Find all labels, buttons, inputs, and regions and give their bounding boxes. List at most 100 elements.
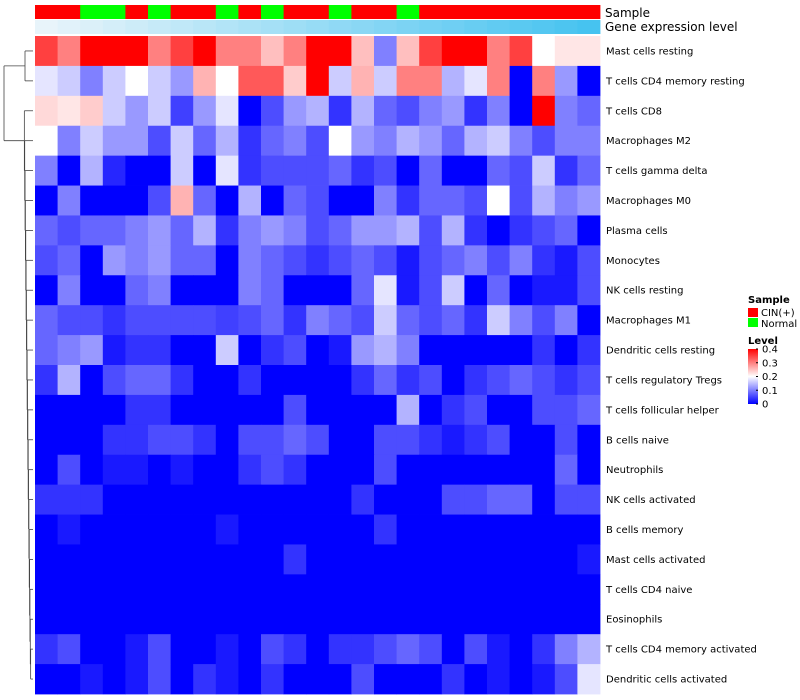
expression-annotation-cell-21 <box>509 20 533 34</box>
heatmap-cell-r17-c16 <box>396 544 420 575</box>
heatmap-cell-r20-c8 <box>215 634 239 665</box>
heatmap-cell-r3-c1 <box>57 125 81 157</box>
heatmap-cell-r7-c16 <box>396 245 420 276</box>
legend-level-title: Level <box>748 336 778 347</box>
heatmap-cell-r16-c10 <box>261 514 284 545</box>
heatmap-cell-r12-c24 <box>577 394 601 426</box>
row-label: NK cells activated <box>606 495 696 506</box>
heatmap-cell-r6-c15 <box>374 215 397 246</box>
heatmap-cell-r6-c20 <box>487 215 510 246</box>
heatmap-cell-r16-c13 <box>328 514 352 545</box>
heatmap-cell-r11-c18 <box>441 365 465 396</box>
heatmap-cell-r14-c4 <box>125 454 149 486</box>
heatmap-cell-r20-c18 <box>441 634 465 665</box>
heatmap-cell-r12-c18 <box>441 394 465 426</box>
expression-annotation-cell-23 <box>554 20 578 34</box>
heatmap-cell-r1-c20 <box>487 65 510 97</box>
legend-swatch-normal <box>748 318 758 327</box>
heatmap-cell-r19-c12 <box>306 604 330 635</box>
heatmap-cell-r5-c21 <box>509 185 533 216</box>
heatmap-cell-r14-c14 <box>351 454 375 486</box>
expression-annotation-cell-12 <box>306 20 330 34</box>
heatmap-cell-r5-c8 <box>215 185 239 216</box>
heatmap-cell-r13-c14 <box>351 424 375 456</box>
sample-annotation-cell-7 <box>193 5 217 19</box>
heatmap-cell-r9-c17 <box>419 305 443 336</box>
expression-annotation-cell-4 <box>125 20 149 34</box>
heatmap-cell-r10-c22 <box>532 335 556 366</box>
row-label: Macrophages M0 <box>606 196 691 207</box>
legend-tick-label: 0.3 <box>762 358 778 369</box>
sample-annotation-cell-17 <box>419 5 443 19</box>
heatmap-cell-r6-c8 <box>215 215 239 246</box>
heatmap-cell-r18-c20 <box>487 574 510 605</box>
heatmap-cell-r4-c15 <box>374 155 397 186</box>
heatmap-cell-r18-c19 <box>464 574 488 605</box>
heatmap-cell-r3-c18 <box>441 125 465 157</box>
heatmap-cell-r19-c16 <box>396 604 420 635</box>
expression-annotation-cell-5 <box>148 20 171 34</box>
heatmap-cell-r19-c9 <box>238 604 262 635</box>
heatmap-cell-r12-c23 <box>554 394 578 426</box>
heatmap-cell-r8-c19 <box>464 275 488 306</box>
sample-annotation-cell-21 <box>509 5 533 19</box>
heatmap-cell-r10-c13 <box>328 335 352 366</box>
row-label: T cells CD4 naive <box>605 585 692 596</box>
heatmap-cell-r7-c1 <box>57 245 81 276</box>
row-label: Mast cells resting <box>606 46 693 57</box>
heatmap-cell-r4-c3 <box>102 155 126 186</box>
heatmap-cell-r9-c1 <box>57 305 81 336</box>
heatmap-cell-r19-c7 <box>193 604 217 635</box>
heatmap-cell-r21-c10 <box>261 664 284 695</box>
heatmap-cell-r14-c5 <box>148 454 171 486</box>
sample-annotation-cell-2 <box>80 5 104 19</box>
heatmap-cell-r13-c6 <box>170 424 194 456</box>
heatmap-cell-r17-c5 <box>148 544 171 575</box>
heatmap-cell-r17-c21 <box>509 544 533 575</box>
heatmap-cell-r5-c11 <box>283 185 307 216</box>
heatmap-cell-r21-c24 <box>577 664 601 695</box>
heatmap-cell-r16-c20 <box>487 514 510 545</box>
heatmap-cell-r16-c18 <box>441 514 465 545</box>
heatmap-cell-r10-c7 <box>193 335 217 366</box>
heatmap-cell-r10-c1 <box>57 335 81 366</box>
heatmap-cell-r1-c1 <box>57 65 81 97</box>
heatmap-cell-r8-c23 <box>554 275 578 306</box>
heatmap-cell-r20-c21 <box>509 634 533 665</box>
expression-annotation-cell-24 <box>577 20 601 34</box>
heatmap-cell-r12-c14 <box>351 394 375 426</box>
heatmap-cell-r13-c1 <box>57 424 81 456</box>
heatmap-cell-r17-c11 <box>283 544 307 575</box>
heatmap-cell-r14-c12 <box>306 454 330 486</box>
heatmap-cell-r1-c21 <box>509 65 533 97</box>
heatmap-cell-r7-c0 <box>35 245 58 276</box>
heatmap-cell-r18-c5 <box>148 574 171 605</box>
heatmap-cell-r7-c17 <box>419 245 443 276</box>
row-label: T cells CD4 memory resting <box>605 76 745 87</box>
heatmap-cell-r1-c12 <box>306 65 330 97</box>
heatmap-cell-r11-c3 <box>102 365 126 396</box>
heatmap-cell-r2-c24 <box>577 95 601 127</box>
heatmap-cell-r7-c2 <box>80 245 104 276</box>
heatmap-cell-r6-c1 <box>57 215 81 246</box>
sample-annotation-cell-6 <box>170 5 194 19</box>
heatmap-cell-r16-c23 <box>554 514 578 545</box>
heatmap-cell-r3-c7 <box>193 125 217 157</box>
heatmap-cell-r14-c9 <box>238 454 262 486</box>
row-label: T cells follicular helper <box>605 405 720 416</box>
heatmap-cell-r14-c21 <box>509 454 533 486</box>
heatmap-cell-r6-c22 <box>532 215 556 246</box>
heatmap-cell-r7-c22 <box>532 245 556 276</box>
heatmap-cell-r15-c6 <box>170 484 194 515</box>
heatmap-cell-r21-c23 <box>554 664 578 695</box>
heatmap-cell-r21-c6 <box>170 664 194 695</box>
heatmap-cell-r16-c22 <box>532 514 556 545</box>
heatmap-cell-r0-c11 <box>283 36 307 67</box>
heatmap-cell-r18-c11 <box>283 574 307 605</box>
heatmap-cell-r17-c12 <box>306 544 330 575</box>
heatmap-cell-r13-c18 <box>441 424 465 456</box>
heatmap-cell-r18-c15 <box>374 574 397 605</box>
heatmap-cell-r17-c17 <box>419 544 443 575</box>
heatmap-cell-r15-c18 <box>441 484 465 515</box>
heatmap-cell-r9-c6 <box>170 305 194 336</box>
